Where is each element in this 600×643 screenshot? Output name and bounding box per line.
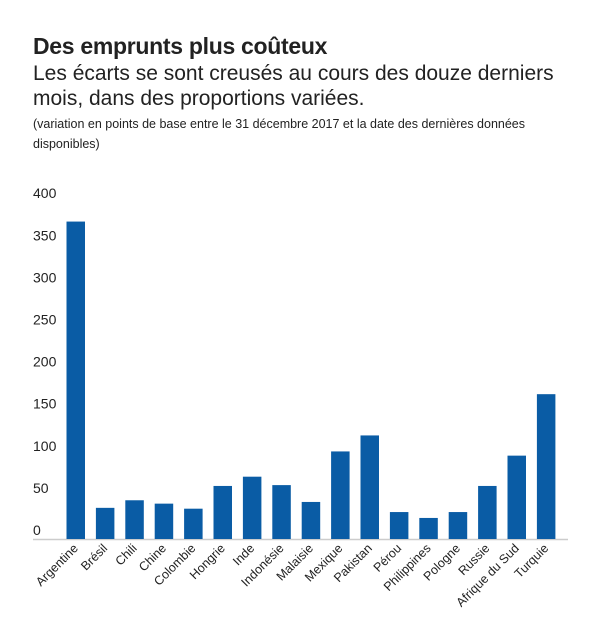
y-tick-label: 400	[33, 185, 57, 201]
bar-malaisie	[301, 501, 321, 539]
bar-turquie	[536, 394, 556, 539]
bar-pakistan	[360, 435, 379, 539]
bar-pologne	[448, 512, 468, 539]
y-tick-label: 300	[33, 269, 57, 285]
bar-inde	[242, 476, 262, 539]
bar-chine	[154, 503, 174, 539]
bar-indonésie	[272, 485, 291, 539]
y-tick-label: 0	[33, 522, 41, 538]
bar-colombie	[184, 508, 203, 539]
x-tick-label: Argentine	[33, 541, 81, 589]
y-tick-label: 100	[33, 438, 57, 454]
y-tick-label: 50	[33, 480, 49, 496]
bar-mexique	[331, 451, 350, 539]
bar-pérou	[389, 512, 409, 539]
chart-subtitle: Les écarts se sont creusés au cours des …	[33, 62, 554, 110]
y-tick-label: 200	[33, 354, 57, 370]
bar-brésil	[95, 507, 115, 539]
chart-note: (variation en points de base entre le 31…	[33, 117, 525, 151]
bar-chili	[125, 500, 144, 539]
bar-russie	[478, 485, 497, 539]
y-tick-label: 350	[33, 227, 57, 243]
chart-title: Des emprunts plus coûteux	[33, 33, 328, 59]
bar-philippines	[419, 517, 438, 539]
bar-afrique-du-sud	[507, 455, 526, 539]
y-tick-label: 250	[33, 312, 57, 328]
bar-argentine	[66, 221, 85, 540]
bar-hongrie	[213, 485, 232, 539]
y-tick-label: 150	[33, 396, 57, 412]
x-tick-label: Brésil	[78, 541, 110, 573]
